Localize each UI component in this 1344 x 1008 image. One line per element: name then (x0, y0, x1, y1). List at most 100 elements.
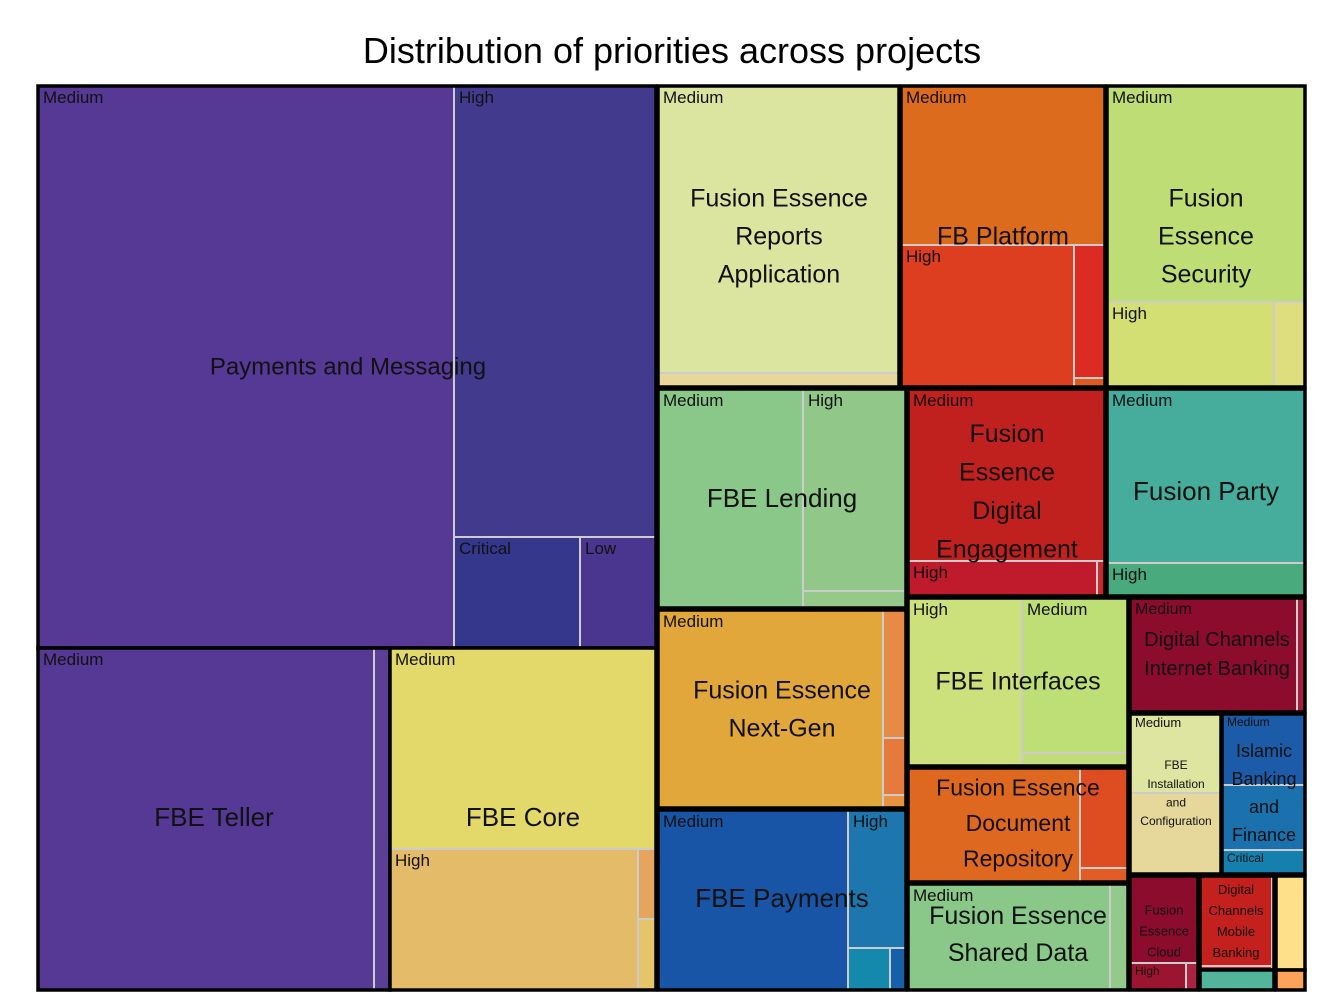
project-border (906, 882, 1130, 992)
project-label: Digital (972, 497, 1041, 525)
project-group (1198, 968, 1276, 992)
priority-cell (1021, 597, 1129, 754)
priority-cell (637, 918, 657, 991)
project-label: FBE Core (466, 802, 580, 832)
priority-label: Medium (395, 650, 455, 669)
project-label: Banking (1231, 769, 1296, 789)
priority-label: Medium (1135, 715, 1181, 730)
priority-label: Low (585, 539, 617, 558)
project-group: High Medium FBE Interfaces (906, 596, 1130, 768)
priority-label: High (395, 851, 430, 870)
priority-cell (1129, 962, 1187, 991)
priority-cell (1079, 867, 1129, 883)
priority-cell (1185, 962, 1199, 991)
priority-cell (1275, 875, 1306, 971)
project-label: FBE Lending (707, 483, 857, 513)
priority-label: High (913, 600, 948, 619)
project-group: Medium Fusion Essence Reports Application (656, 84, 901, 389)
priority-cell (1021, 752, 1129, 767)
project-label: and (1166, 796, 1186, 810)
priority-label: Medium (913, 391, 973, 410)
priority-label: Medium (1227, 715, 1270, 729)
priority-cell (907, 388, 1106, 562)
project-label: Repository (963, 846, 1073, 872)
priority-label: Medium (663, 391, 723, 410)
project-label: Document (966, 810, 1071, 836)
priority-cell (37, 647, 375, 991)
priority-label: Medium (906, 88, 966, 107)
priority-cell (882, 609, 907, 739)
project-group: Digital Channels Mobile Banking (1198, 874, 1276, 972)
project-label: Fusion (969, 420, 1044, 448)
project-border (1198, 968, 1276, 992)
project-group: Medium High Critical Low Payments and Messag… (36, 84, 658, 650)
priority-cell (900, 244, 1075, 388)
priority-cell (657, 609, 884, 809)
project-border (1274, 968, 1307, 992)
priority-cell (1199, 969, 1275, 991)
project-label: Fusion (1144, 902, 1183, 917)
priority-cell (389, 647, 657, 850)
project-group: Medium FBE Teller (36, 646, 392, 992)
priority-label: High (1135, 964, 1160, 978)
project-label: Finance (1232, 825, 1296, 845)
priority-cell (1129, 792, 1222, 875)
project-label: Banking (1213, 945, 1260, 960)
project-label: Essence (1158, 223, 1254, 251)
priority-label: Medium (1027, 600, 1087, 619)
priority-cell (637, 848, 657, 920)
project-label: Fusion (1168, 185, 1243, 213)
priority-cell (1073, 244, 1106, 379)
priority-cell (1273, 301, 1306, 388)
project-label: Essence (959, 458, 1055, 486)
project-label: FB Platform (937, 223, 1069, 251)
priority-label: High (808, 391, 843, 410)
project-group (1274, 874, 1307, 972)
chart-title: Distribution of priorities across projec… (362, 30, 982, 71)
project-label: Cloud (1147, 944, 1181, 959)
priority-label: Medium (43, 650, 103, 669)
project-group: Medium High FBE Core (388, 646, 658, 992)
project-label: Islamic (1236, 741, 1292, 761)
project-label: Application (718, 261, 840, 289)
project-group: Medium High FBE Lending (656, 387, 908, 610)
project-label: Mobile (1217, 924, 1255, 939)
priority-cell (453, 536, 581, 649)
project-label: Fusion Essence (690, 185, 868, 213)
project-group: Fusion Essence Document Repository (906, 766, 1130, 884)
project-label: FBE Interfaces (935, 668, 1100, 696)
project-group: Medium High Fusion Essence Security (1105, 84, 1307, 389)
priority-label: High (906, 247, 941, 266)
project-border (656, 608, 908, 810)
project-group: Medium Fusion Essence Next-Gen (656, 608, 908, 810)
project-border (899, 84, 1107, 389)
priority-cell (802, 388, 907, 592)
project-group: High Fusion Essence Cloud (1128, 874, 1200, 992)
priority-cell (389, 848, 639, 991)
project-label: Shared Data (948, 939, 1088, 967)
priority-label: High (853, 812, 888, 831)
project-label: Digital (1218, 882, 1254, 897)
priority-label: Critical (1227, 851, 1264, 865)
project-label: Configuration (1140, 814, 1211, 828)
project-border (656, 84, 901, 389)
project-border (1105, 387, 1307, 598)
priority-cell (37, 85, 455, 649)
project-border (388, 646, 658, 992)
priority-cell (900, 85, 1106, 246)
priority-cell (1109, 883, 1129, 991)
project-label: Engagement (936, 535, 1078, 563)
priority-cell (657, 372, 900, 388)
project-group: Medium High Fusion Essence Digital Engagement (906, 387, 1107, 598)
priority-cell (579, 536, 657, 649)
project-label: Security (1161, 261, 1252, 289)
project-border (656, 387, 908, 610)
project-group: Medium High Fusion Party (1105, 387, 1307, 598)
project-label: Installation (1147, 777, 1204, 791)
project-label: Reports (735, 223, 823, 251)
project-group (1274, 968, 1307, 992)
project-border (656, 808, 908, 992)
